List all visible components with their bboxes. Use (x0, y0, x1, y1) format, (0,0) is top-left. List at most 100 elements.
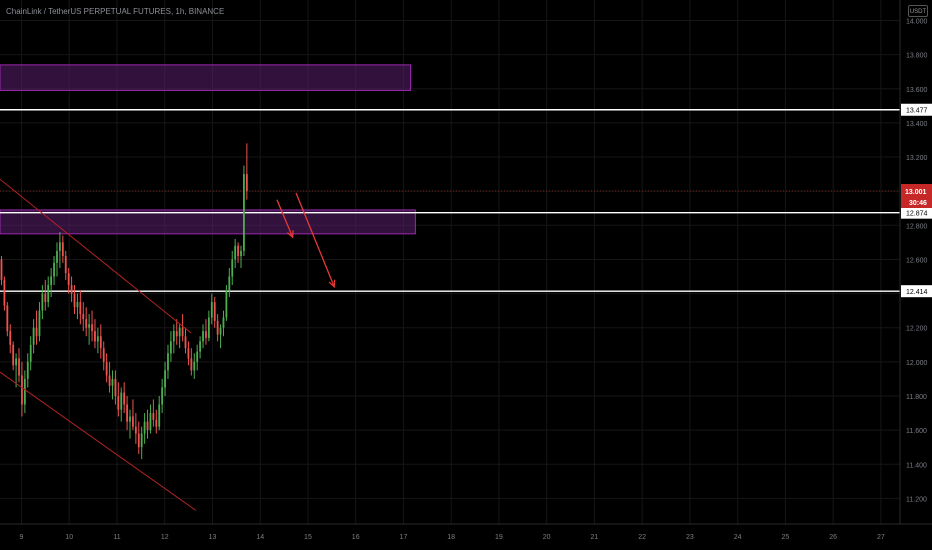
last-price-label-box (901, 183, 932, 208)
trendline (0, 178, 192, 334)
candle-body (129, 416, 131, 422)
projection-arrows (276, 192, 336, 289)
x-tick-label: 24 (734, 534, 742, 541)
candle-body (88, 324, 91, 328)
price-zone (0, 209, 416, 235)
y-tick-label: 13.600 (906, 87, 928, 94)
candle-body (219, 327, 222, 335)
level-price-label: 12.874 (906, 211, 928, 218)
candle-body (114, 378, 117, 396)
candle-body (152, 413, 155, 420)
level-price-label-box (901, 103, 932, 116)
arrow-head (287, 230, 294, 239)
candle-body (196, 351, 199, 362)
x-tick-label: 23 (686, 534, 694, 541)
horizontal-levels (0, 109, 900, 292)
price-zone (0, 64, 412, 91)
candle-body (193, 361, 196, 371)
x-tick-label: 27 (877, 534, 885, 541)
candle-body (85, 319, 88, 328)
y-tick-label: 12.200 (906, 326, 928, 333)
level-price-label: 12.414 (906, 289, 928, 296)
y-tick-label: 11.600 (906, 428, 927, 435)
candle-body (94, 331, 96, 342)
last-price-label: 13.001 (905, 189, 927, 196)
candle-body (50, 276, 53, 286)
candle-body (23, 378, 26, 405)
trendlines (0, 178, 197, 511)
candle-body (56, 250, 58, 263)
candle-body (202, 331, 204, 342)
y-tick-label: 12.600 (906, 257, 928, 264)
candle-body (213, 302, 216, 321)
candle-body (67, 273, 70, 286)
candlestick-series (0, 143, 248, 460)
x-tick-label: 13 (209, 534, 217, 541)
level-price-label: 13.477 (906, 108, 928, 115)
candle-body (41, 293, 44, 311)
candle-body (53, 262, 55, 277)
x-tick-label: 9 (20, 534, 24, 541)
candle-body (190, 358, 193, 371)
candle-body (199, 341, 202, 352)
y-tick-label: 13.800 (906, 53, 928, 60)
level-price-label-box (901, 285, 932, 298)
candle-body (102, 348, 105, 362)
candle-body (225, 290, 228, 318)
candle-body (158, 404, 161, 427)
y-tick-label: 13.200 (906, 155, 928, 162)
candle-body (222, 317, 225, 328)
candle-body (29, 344, 32, 362)
candle-body (132, 416, 134, 427)
countdown-label: 30:46 (909, 200, 927, 207)
candle-body (82, 314, 85, 320)
candle-body (38, 310, 41, 337)
y-tick-label: 12.000 (906, 360, 928, 367)
candle-body (178, 327, 181, 337)
y-tick-label: 11.200 (906, 496, 927, 503)
candle-body (146, 421, 149, 431)
supply-demand-zones (0, 64, 416, 235)
candle-body (73, 293, 76, 308)
y-tick-label: 14.000 (906, 18, 928, 25)
candle-body (26, 361, 29, 379)
x-tick-label: 20 (543, 534, 551, 541)
candle-body (0, 259, 3, 280)
y-tick-label: 12.800 (906, 223, 928, 230)
candle-body (143, 421, 146, 434)
x-tick-label: 21 (591, 534, 599, 541)
candle-body (111, 378, 114, 386)
candle-body (216, 320, 219, 335)
candle-body (6, 305, 9, 332)
arrow-head (328, 279, 336, 289)
trendline (0, 371, 197, 511)
candle-body (231, 259, 234, 277)
candle-body (205, 331, 207, 338)
candle-body (32, 327, 35, 345)
candle-body (169, 341, 172, 354)
currency-button[interactable]: USDT (908, 5, 928, 17)
candle-body (64, 256, 67, 274)
y-tick-label: 13.400 (906, 121, 928, 128)
x-tick-label: 15 (304, 534, 312, 541)
x-tick-label: 18 (447, 534, 455, 541)
x-tick-label: 12 (161, 534, 169, 541)
x-tick-label: 25 (782, 534, 790, 541)
candle-body (210, 302, 213, 318)
candle-body (161, 387, 164, 405)
candle-body (21, 375, 23, 405)
candle-body (164, 370, 166, 388)
candle-body (207, 317, 210, 338)
arrow-shaft (295, 192, 335, 287)
candle-body (184, 336, 187, 349)
candle-body (61, 242, 64, 257)
x-tick-label: 17 (400, 534, 408, 541)
candle-body (137, 433, 140, 448)
candle-body (44, 293, 47, 303)
candle-body (187, 348, 190, 359)
candle-body (79, 302, 82, 315)
candle-body (228, 276, 231, 291)
candle-body (240, 250, 242, 257)
